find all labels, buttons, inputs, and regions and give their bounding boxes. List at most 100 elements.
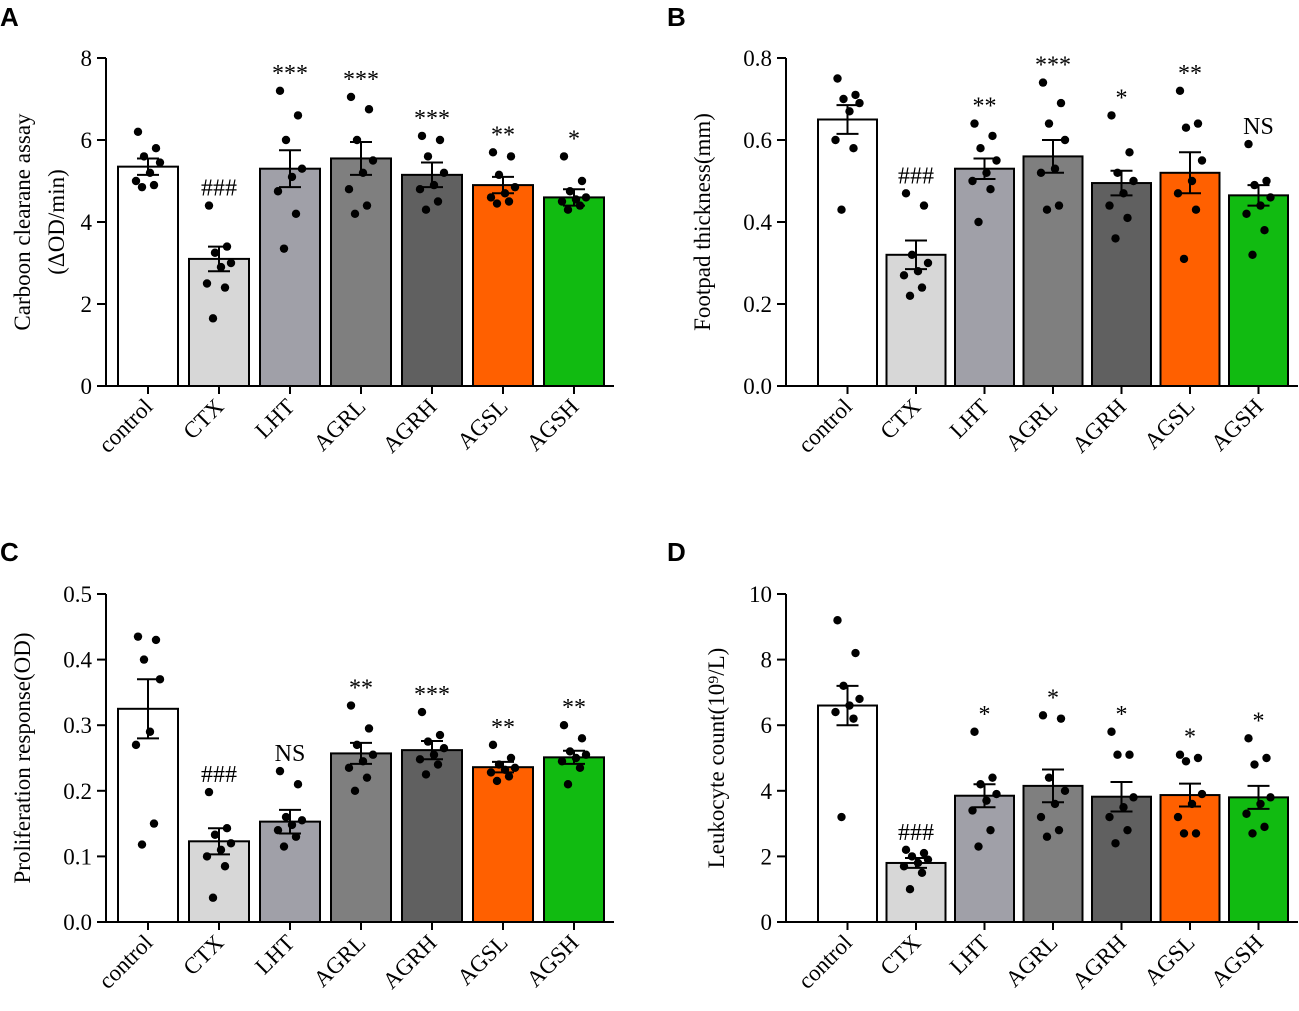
x-tick-label: LHT [945,394,994,443]
data-point [1105,812,1114,822]
data-point [992,156,1001,165]
significance-label: ### [898,820,934,846]
x-tick-label: AGRH [1067,394,1131,458]
data-point [226,839,236,848]
data-point [1250,180,1259,190]
data-point [1111,839,1120,848]
data-point [837,812,846,822]
bar-control [817,704,878,924]
x-tick-label: CTX [178,930,228,980]
data-point [210,248,220,257]
data-point [1119,803,1128,812]
y-tick-label: 2 [81,292,93,317]
data-point [1129,793,1138,802]
data-point [435,730,445,740]
x-tick-label: LHT [250,394,299,443]
data-point [281,135,291,145]
data-point [559,721,569,730]
y-tick-label: 0.4 [63,648,92,673]
data-point [358,168,368,177]
data-point [1175,86,1185,96]
data-point [155,675,165,684]
data-point [216,262,226,272]
data-point [506,753,516,763]
data-point [1191,829,1201,838]
data-point [145,168,155,177]
x-tick-label: AGRL [309,930,371,992]
y-tick-label: 0.4 [743,210,772,235]
data-point [1125,750,1134,759]
data-point [1113,168,1122,177]
panel-letter: B [667,2,686,32]
data-point [1187,176,1197,186]
significance-label: NS [275,741,306,767]
y-tick-label: 2 [761,844,773,869]
data-point [352,135,362,145]
data-point [970,727,979,736]
data-point [421,205,431,214]
x-tick-label: control [94,930,158,994]
x-tick-label: AGSL [452,394,512,454]
panel-letter: D [667,537,686,567]
data-point [577,176,587,186]
data-point [565,747,575,756]
data-point [913,858,923,868]
bar-ctx [188,257,250,387]
data-point [988,131,997,141]
data-point [851,648,860,658]
data-point [1054,825,1064,835]
bar-lht [259,820,321,924]
data-point [216,845,226,855]
data-point [151,144,161,153]
data-point [417,131,427,141]
data-point [1248,250,1257,259]
significance-label: ** [1178,61,1202,87]
data-point [421,770,431,779]
significance-label: ** [973,94,997,120]
data-point [352,740,362,750]
data-point [581,750,591,759]
x-tick-label: CTX [178,394,228,444]
y-axis-label: Proliferation response(OD) [10,632,35,883]
data-point [1036,168,1046,177]
x-tick-label: control [793,394,857,458]
bar-agsh [1228,194,1289,387]
data-point [208,314,218,323]
data-point [344,763,354,773]
data-point [839,94,848,104]
data-point [220,862,230,871]
data-point [1242,209,1251,218]
significance-label: ** [491,122,515,148]
panel-d: D 0 2 4 6 8 10 Leukocyte count(10⁹/L) control ###… [667,537,1298,994]
x-tick-label: AGSH [522,930,584,992]
bar-agsh [543,196,605,387]
data-point [923,855,933,864]
data-point [139,655,149,664]
data-point [133,632,143,641]
data-point [281,812,291,822]
data-point [202,852,212,861]
data-point [1123,213,1132,223]
panel-a: A 0 2 4 6 8 Carboon clearane assay (ΔOD/min) con… [0,2,614,458]
data-point [849,144,858,153]
data-point [346,92,356,102]
y-tick-label: 6 [81,128,93,153]
bar-agrl [330,157,392,387]
significance-label: ### [898,163,934,189]
data-point [279,244,289,253]
data-point [358,757,368,766]
data-point [155,158,165,167]
x-tick-label: LHT [945,930,994,979]
data-point [364,105,374,114]
y-axis-label: (ΔOD/min) [44,169,69,275]
data-point [976,780,985,789]
data-point [571,195,581,204]
data-point [226,258,236,268]
data-point [275,86,285,96]
data-point [1173,189,1183,198]
significance-label: *** [272,61,308,87]
data-point [291,209,301,218]
bar-agrh [401,749,463,923]
data-point [275,766,285,776]
